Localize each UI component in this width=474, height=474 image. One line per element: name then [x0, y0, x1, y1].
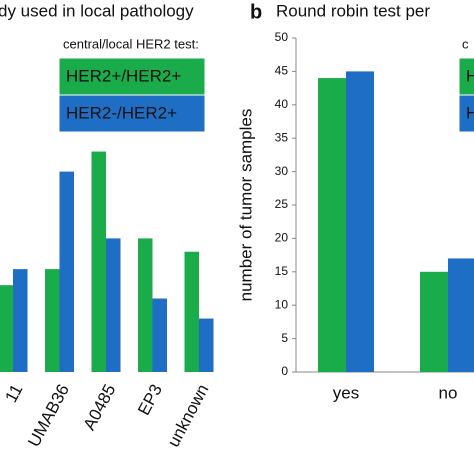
chart-title: dy used in local pathology — [0, 1, 194, 20]
bar — [59, 171, 74, 372]
bar — [152, 298, 167, 372]
y-tick-label: 35 — [275, 130, 289, 144]
y-axis-label: number of tumor samples — [236, 109, 255, 302]
y-tick-label: 30 — [275, 164, 289, 178]
bar — [13, 269, 28, 372]
y-tick-label: 20 — [275, 231, 289, 245]
x-tick-label: no — [439, 383, 458, 402]
bar — [199, 318, 214, 372]
bar — [448, 258, 474, 372]
y-tick-label: 25 — [275, 197, 289, 211]
bar — [106, 238, 121, 372]
legend-swatch — [58, 57, 206, 96]
chart-title: Round robin test per — [276, 1, 430, 20]
bar — [420, 271, 448, 372]
y-tick-label: 45 — [275, 64, 289, 78]
bar — [45, 269, 60, 372]
y-tick-label: 10 — [275, 297, 289, 311]
bar — [138, 238, 153, 372]
bar — [91, 151, 106, 372]
x-tick-label: A0485 — [80, 381, 120, 433]
y-tick-label: 40 — [275, 97, 289, 111]
legend-swatch — [458, 57, 474, 96]
x-tick-label: yes — [333, 383, 359, 402]
bar — [0, 285, 13, 372]
bar — [318, 78, 346, 372]
x-tick-label: unknown — [164, 381, 213, 450]
bar — [184, 251, 199, 372]
y-tick-label: 5 — [281, 331, 288, 345]
y-tick-label: 15 — [275, 264, 289, 278]
legend-swatch — [58, 94, 206, 133]
legend-title: c — [462, 36, 469, 51]
legend-label: HER2-/HER2+ — [466, 103, 474, 122]
legend-label: HER2-/HER2+ — [66, 103, 177, 122]
y-tick-label: 50 — [275, 30, 289, 44]
legend-swatch — [458, 94, 474, 133]
panel-label: b — [250, 1, 262, 23]
x-tick-label: 11 — [1, 381, 26, 406]
legend-title: central/local HER2 test: — [63, 36, 199, 51]
bar — [346, 71, 374, 373]
legend-label: HER2+/HER2+ — [66, 66, 181, 85]
y-tick-label: 0 — [281, 364, 288, 378]
x-tick-label: EP3 — [134, 381, 166, 418]
x-tick-label: UMAB36 — [24, 381, 73, 450]
legend-label: HER2+/HER2+ — [466, 66, 474, 85]
